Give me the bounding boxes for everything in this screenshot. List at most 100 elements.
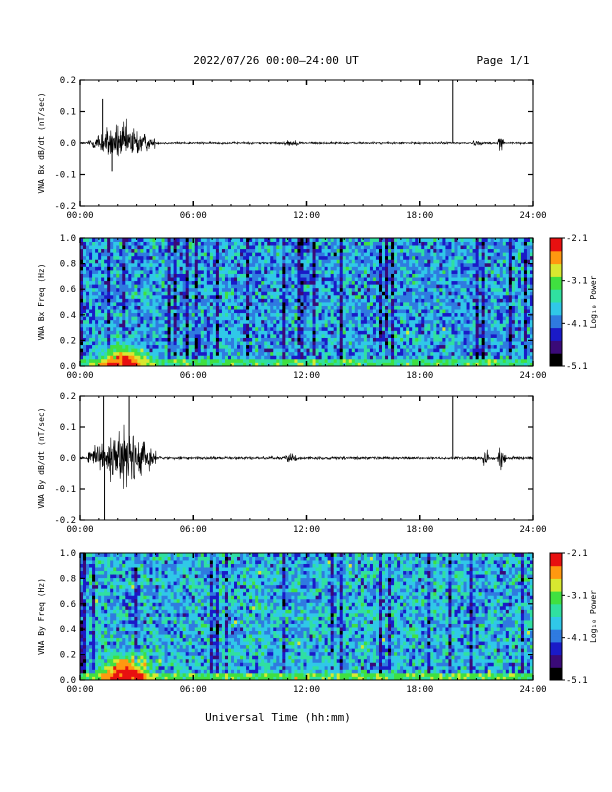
heatmap-cell	[457, 266, 461, 271]
heatmap-cell	[460, 252, 464, 257]
heatmap-cell	[89, 291, 93, 296]
heatmap-cell	[378, 358, 383, 363]
heatmap-cell	[378, 262, 383, 267]
heatmap-cell	[173, 284, 178, 289]
heatmap-cell	[406, 273, 410, 278]
heatmap-cell	[454, 294, 458, 299]
heatmap-cell	[143, 323, 147, 328]
heatmap-cell	[448, 277, 452, 282]
heatmap-cell	[303, 287, 307, 292]
heatmap-cell	[366, 326, 371, 331]
heatmap-cell	[454, 241, 458, 246]
heatmap-cell	[433, 305, 437, 310]
heatmap-cell	[463, 245, 467, 250]
heatmap-cell	[167, 284, 171, 289]
heatmap-cell	[249, 238, 253, 242]
heatmap-cell	[240, 362, 244, 367]
heatmap-cell	[101, 316, 105, 321]
heatmap-cell	[288, 358, 292, 363]
heatmap-cell	[209, 302, 214, 306]
heatmap-cell	[285, 241, 289, 246]
heatmap-cell	[457, 362, 461, 367]
heatmap-cell	[212, 302, 217, 306]
heatmap-cell	[318, 277, 322, 282]
heatmap-cell	[134, 262, 138, 267]
heatmap-cell	[185, 344, 190, 349]
heatmap-cell	[297, 319, 301, 324]
heatmap-cell	[215, 280, 220, 285]
heatmap-cell	[249, 280, 253, 285]
heatmap-cell	[110, 298, 114, 303]
heatmap-cell	[110, 287, 114, 292]
heatmap-cell	[357, 280, 362, 285]
heatmap-cell	[86, 280, 90, 285]
heatmap-cell	[98, 348, 102, 353]
heatmap-cell	[463, 284, 467, 289]
heatmap-cell	[415, 302, 419, 306]
heatmap-cell	[206, 305, 211, 310]
heatmap-cell	[194, 252, 199, 257]
heatmap-cell	[89, 252, 93, 257]
heatmap-cell	[182, 248, 187, 253]
heatmap-cell	[122, 287, 126, 292]
heatmap-cell	[294, 323, 298, 328]
heatmap-cell	[472, 348, 477, 353]
heatmap-cell	[92, 298, 96, 303]
heatmap-cell	[439, 326, 443, 331]
heatmap-cell	[137, 294, 141, 299]
heatmap-cell	[327, 287, 332, 292]
heatmap-cell	[200, 309, 205, 314]
heatmap-cell	[454, 245, 458, 250]
heatmap-cell	[454, 277, 458, 282]
heatmap-cell	[209, 262, 214, 267]
heatmap-cell	[131, 280, 135, 285]
heatmap-cell	[303, 319, 307, 324]
heatmap-cell	[128, 344, 132, 349]
heatmap-cell	[128, 334, 132, 338]
heatmap-cell	[409, 305, 413, 310]
heatmap-cell	[80, 255, 84, 260]
heatmap-cell	[249, 312, 253, 317]
heatmap-cell	[351, 344, 356, 349]
heatmap-cell	[439, 355, 443, 360]
heatmap-cell	[212, 341, 217, 346]
heatmap-cell	[484, 355, 489, 360]
heatmap-cell	[469, 323, 473, 328]
heatmap-cell	[448, 341, 452, 346]
heatmap-cell	[246, 255, 250, 260]
heatmap-cell	[348, 280, 353, 285]
heatmap-cell	[131, 334, 135, 338]
heatmap-cell	[421, 259, 425, 264]
heatmap-cell	[104, 277, 108, 282]
heatmap-cell	[451, 270, 455, 274]
heatmap-cell	[342, 319, 347, 324]
heatmap-cell	[246, 334, 250, 338]
heatmap-cell	[339, 238, 344, 242]
heatmap-cell	[276, 323, 280, 328]
heatmap-cell	[418, 355, 422, 360]
heatmap-cell	[321, 326, 326, 331]
heatmap-cell	[134, 334, 138, 338]
heatmap-cell	[167, 270, 171, 274]
heatmap-cell	[324, 252, 329, 257]
heatmap-cell	[110, 284, 114, 289]
heatmap-cell	[176, 302, 181, 306]
heatmap-cell	[454, 238, 458, 242]
heatmap-cell	[179, 326, 184, 331]
heatmap-cell	[463, 273, 467, 278]
heatmap-cell	[167, 358, 171, 363]
heatmap-cell	[445, 326, 449, 331]
heatmap-cell	[176, 305, 181, 310]
heatmap-cell	[333, 309, 338, 314]
heatmap-cell	[200, 266, 205, 271]
heatmap-cell	[231, 284, 235, 289]
heatmap-cell	[176, 341, 181, 346]
heatmap-cell	[342, 312, 347, 317]
heatmap-cell	[454, 252, 458, 257]
heatmap-cell	[258, 334, 262, 338]
heatmap-cell	[273, 309, 277, 314]
heatmap-cell	[188, 270, 193, 274]
heatmap-cell	[439, 362, 443, 367]
heatmap-cell	[348, 355, 353, 360]
heatmap-cell	[484, 294, 489, 299]
